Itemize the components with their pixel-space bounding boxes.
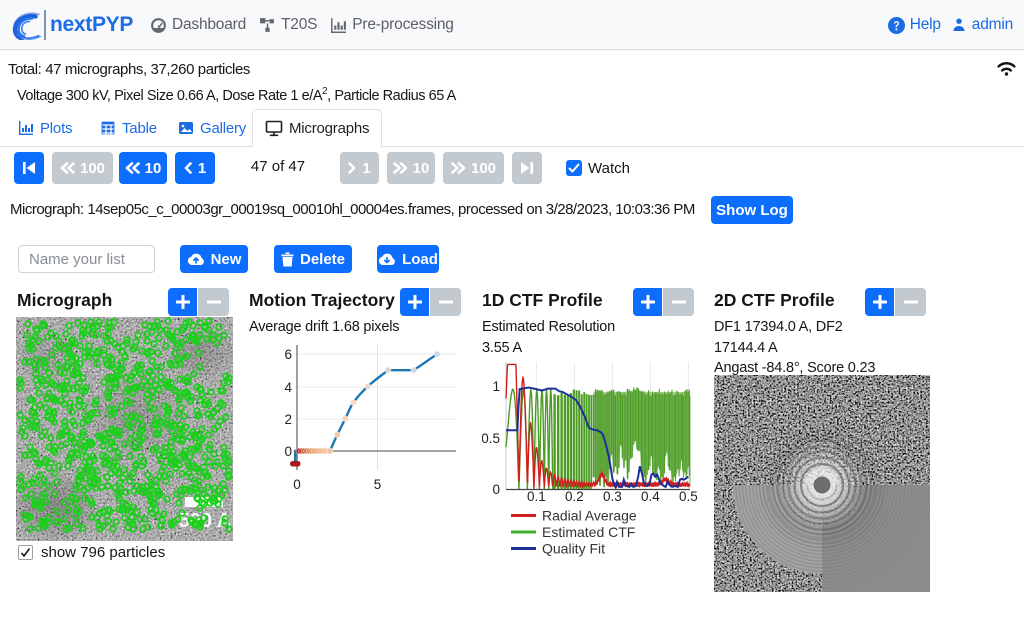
svg-text:6: 6 — [284, 347, 292, 362]
svg-text:Quality Fit: Quality Fit — [542, 541, 605, 557]
svg-text:0: 0 — [293, 477, 301, 492]
svg-text:0.5: 0.5 — [482, 431, 500, 446]
svg-text:0.3: 0.3 — [603, 489, 622, 504]
svg-text:0.5: 0.5 — [679, 489, 698, 504]
svg-text:4: 4 — [284, 380, 292, 395]
svg-text:2: 2 — [284, 412, 292, 427]
svg-text:0.2: 0.2 — [565, 489, 584, 504]
svg-text:0: 0 — [284, 444, 292, 459]
svg-text:5: 5 — [374, 477, 382, 492]
svg-text:1: 1 — [492, 379, 500, 394]
svg-text:Estimated CTF: Estimated CTF — [542, 524, 635, 540]
svg-text:0: 0 — [492, 482, 500, 497]
svg-text:0.4: 0.4 — [641, 489, 660, 504]
svg-text:Radial Average: Radial Average — [542, 508, 637, 524]
svg-text:0.1: 0.1 — [527, 489, 546, 504]
